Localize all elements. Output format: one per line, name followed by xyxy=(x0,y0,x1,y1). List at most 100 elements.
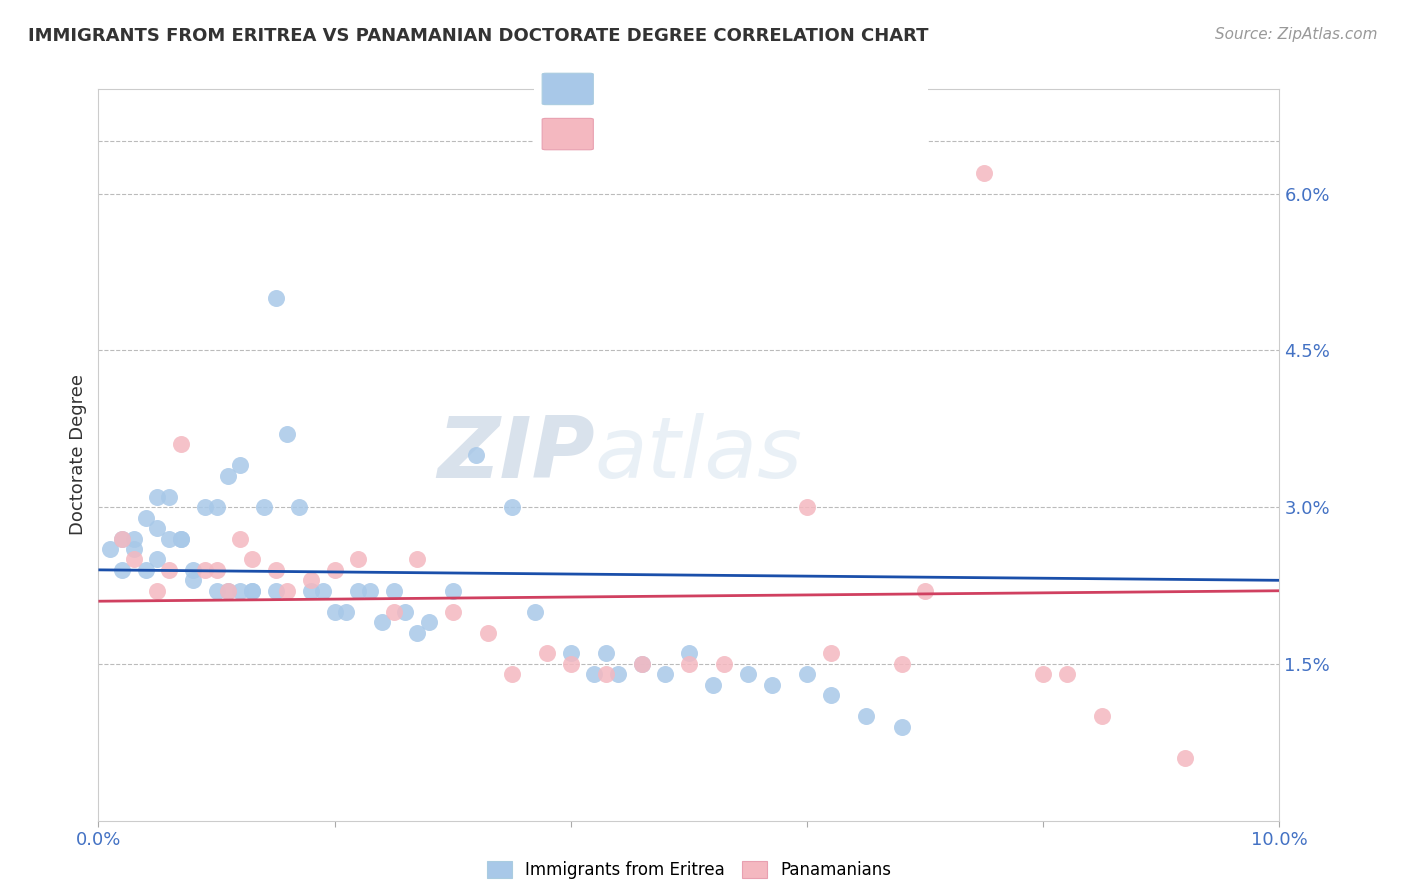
Point xyxy=(761,678,783,692)
Point xyxy=(170,532,193,546)
Point xyxy=(146,583,169,598)
Point xyxy=(371,615,394,629)
Point xyxy=(288,500,311,515)
Point xyxy=(678,657,700,671)
Point xyxy=(347,552,370,566)
Point xyxy=(465,448,488,462)
Point xyxy=(418,615,440,629)
Point xyxy=(441,583,464,598)
Text: R =: R = xyxy=(605,125,650,143)
Text: 35: 35 xyxy=(818,125,841,143)
Point xyxy=(253,500,276,515)
Point xyxy=(157,490,180,504)
Point xyxy=(264,583,287,598)
Point xyxy=(501,500,523,515)
Point xyxy=(122,541,145,556)
Point xyxy=(194,563,217,577)
Point xyxy=(583,667,606,681)
Point xyxy=(1174,751,1197,765)
Point xyxy=(796,500,818,515)
Point xyxy=(170,532,193,546)
Point xyxy=(98,541,121,556)
Point xyxy=(890,657,912,671)
FancyBboxPatch shape xyxy=(543,119,593,150)
Point xyxy=(205,583,228,598)
Point xyxy=(630,657,652,671)
Point xyxy=(820,647,842,661)
Point xyxy=(501,667,523,681)
Point xyxy=(122,552,145,566)
Point xyxy=(1032,667,1054,681)
Point xyxy=(135,510,157,524)
Point xyxy=(170,437,193,451)
Point xyxy=(276,427,298,442)
Text: R =: R = xyxy=(605,80,644,98)
Point xyxy=(820,688,842,702)
Point xyxy=(264,563,287,577)
Point xyxy=(323,605,346,619)
Point xyxy=(229,458,252,473)
Point xyxy=(157,563,180,577)
FancyBboxPatch shape xyxy=(526,61,936,162)
Point xyxy=(394,605,416,619)
Point xyxy=(406,552,429,566)
Point xyxy=(477,625,499,640)
Point xyxy=(299,583,322,598)
Point xyxy=(678,647,700,661)
Point xyxy=(135,563,157,577)
Point xyxy=(1091,709,1114,723)
Point xyxy=(146,490,169,504)
Point xyxy=(276,583,298,598)
Point xyxy=(312,583,335,598)
Point xyxy=(914,583,936,598)
Text: N =: N = xyxy=(770,80,810,98)
Point xyxy=(973,166,995,180)
Text: atlas: atlas xyxy=(595,413,803,497)
Point xyxy=(406,625,429,640)
Point xyxy=(382,605,405,619)
Point xyxy=(229,583,252,598)
Point xyxy=(536,647,558,661)
Point xyxy=(111,532,134,546)
Point xyxy=(181,574,204,588)
Legend: Immigrants from Eritrea, Panamanians: Immigrants from Eritrea, Panamanians xyxy=(481,854,897,886)
Point xyxy=(217,583,239,598)
Text: -0.006: -0.006 xyxy=(661,80,717,98)
Point xyxy=(713,657,735,671)
Point xyxy=(359,583,381,598)
Point xyxy=(157,532,180,546)
Point xyxy=(335,605,357,619)
Point xyxy=(181,563,204,577)
Point xyxy=(347,583,370,598)
Point xyxy=(111,532,134,546)
Point xyxy=(111,563,134,577)
Point xyxy=(146,552,169,566)
Point xyxy=(855,709,877,723)
Point xyxy=(1056,667,1078,681)
Text: Source: ZipAtlas.com: Source: ZipAtlas.com xyxy=(1215,27,1378,42)
Point xyxy=(524,605,547,619)
Y-axis label: Doctorate Degree: Doctorate Degree xyxy=(69,375,87,535)
Point xyxy=(382,583,405,598)
Point xyxy=(217,583,239,598)
Point xyxy=(217,468,239,483)
Point xyxy=(890,720,912,734)
Point xyxy=(654,667,676,681)
Point xyxy=(146,521,169,535)
Point xyxy=(229,532,252,546)
Point xyxy=(240,583,263,598)
Point xyxy=(737,667,759,681)
Point xyxy=(607,667,630,681)
Text: IMMIGRANTS FROM ERITREA VS PANAMANIAN DOCTORATE DEGREE CORRELATION CHART: IMMIGRANTS FROM ERITREA VS PANAMANIAN DO… xyxy=(28,27,928,45)
Point xyxy=(560,657,582,671)
Point xyxy=(240,583,263,598)
Point xyxy=(205,563,228,577)
Point xyxy=(264,291,287,305)
Point xyxy=(595,647,617,661)
Point xyxy=(630,657,652,671)
Point xyxy=(205,500,228,515)
Point xyxy=(323,563,346,577)
Point xyxy=(595,667,617,681)
Point xyxy=(194,500,217,515)
FancyBboxPatch shape xyxy=(543,73,593,104)
